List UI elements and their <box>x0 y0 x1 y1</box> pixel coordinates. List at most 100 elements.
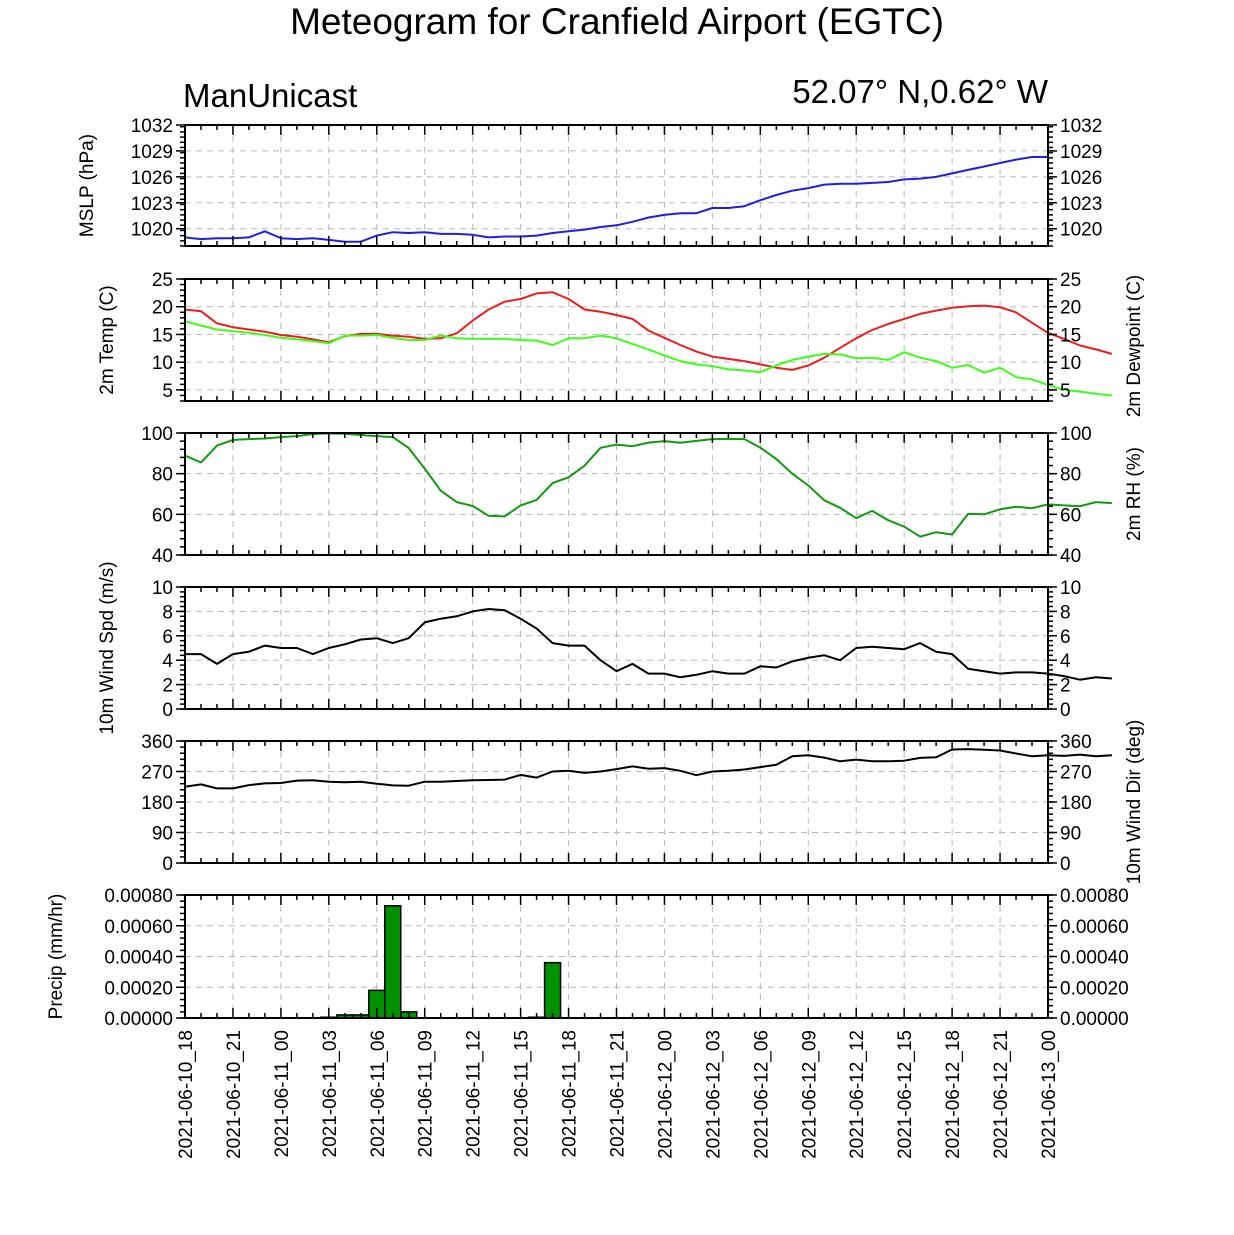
y-tick-label-left: 90 <box>152 824 173 845</box>
y-tick-label-left: 0.00080 <box>104 886 173 907</box>
y-tick-label-right: 10 <box>1060 578 1081 599</box>
y-tick-label-left: 2 <box>162 676 173 697</box>
series-line-2-0 <box>184 432 1112 538</box>
x-tick-label: 2021-06-12_03 <box>703 1030 724 1159</box>
x-tick-label: 2021-06-11_15 <box>512 1030 533 1157</box>
chart-panel-2: 40 40 60 60 80 80 100 100 2m RH (%) <box>141 424 1145 567</box>
y-axis-label: 10m Wind Spd (m/s) <box>97 561 118 734</box>
y-tick-label-left: 0.00020 <box>104 978 173 999</box>
y-tick-label-left: 0.00000 <box>104 1009 173 1030</box>
x-tick-label: 2021-06-12_06 <box>751 1030 772 1159</box>
y-tick-label-left: 60 <box>152 505 173 526</box>
x-tick-label: 2021-06-11_06 <box>368 1030 389 1157</box>
y-tick-label-left: 1023 <box>131 194 173 215</box>
y-tick-label-right: 40 <box>1060 546 1081 567</box>
y-tick-label-right: 0 <box>1060 854 1071 875</box>
series-line-1-1 <box>184 320 1113 397</box>
precip-bar-4 <box>384 905 402 1019</box>
y-axis-label-right: 10m Wind Dir (deg) <box>1124 720 1145 885</box>
y-tick-label-right: 4 <box>1060 651 1071 672</box>
y-tick-label-right: 15 <box>1060 325 1081 346</box>
y-tick-label-right: 80 <box>1060 465 1081 486</box>
y-tick-label-left: 0.00040 <box>104 948 173 969</box>
y-tick-label-left: 0 <box>162 700 173 721</box>
y-tick-label-right: 10 <box>1060 353 1081 374</box>
x-tick-label: 2021-06-11_12 <box>464 1030 485 1157</box>
y-tick-label-right: 2 <box>1060 676 1071 697</box>
x-tick-label: 2021-06-12_21 <box>991 1030 1012 1159</box>
y-tick-label-right: 0 <box>1060 700 1071 721</box>
y-tick-label-right: 6 <box>1060 627 1071 648</box>
x-tick-label: 2021-06-11_21 <box>608 1030 629 1157</box>
y-tick-label-right: 180 <box>1060 793 1092 814</box>
y-tick-label-right: 100 <box>1060 424 1092 445</box>
y-tick-label-left: 15 <box>152 325 173 346</box>
y-tick-label-right: 5 <box>1060 381 1071 402</box>
y-tick-label-right: 90 <box>1060 824 1081 845</box>
x-tick-label: 2021-06-12_00 <box>655 1030 676 1159</box>
y-tick-label-left: 5 <box>162 381 173 402</box>
y-tick-label-right: 1029 <box>1060 142 1102 163</box>
x-tick-label: 2021-06-11_03 <box>320 1030 341 1157</box>
x-tick-label: 2021-06-10_21 <box>224 1030 245 1159</box>
y-tick-label-left: 180 <box>141 793 173 814</box>
y-tick-label-left: 80 <box>152 465 173 486</box>
precip-bar-7 <box>543 961 562 1019</box>
x-tick-label: 2021-06-11_18 <box>560 1030 581 1157</box>
series-line-1-0 <box>184 291 1113 371</box>
y-tick-label-right: 0.00080 <box>1060 886 1129 907</box>
y-tick-label-left: 10 <box>152 353 173 374</box>
y-axis-label: 2m Temp (C) <box>97 285 118 394</box>
y-tick-label-left: 360 <box>141 732 173 753</box>
chart-panel-0: 1020 1020 1023 1023 1026 1026 1029 1029 1032 1032… <box>77 116 1102 247</box>
y-tick-label-left: 1029 <box>131 142 173 163</box>
y-tick-label-left: 25 <box>152 270 173 291</box>
series-line-3-0 <box>185 608 1112 681</box>
y-axis-label: MSLP (hPa) <box>77 134 98 237</box>
x-axis-tick-labels: 2021-06-10_18 2021-06-10_21 2021-06-11_00 2… <box>176 1030 1060 1159</box>
y-tick-label-right: 0.00040 <box>1060 948 1129 969</box>
y-tick-label-left: 270 <box>141 763 173 784</box>
x-tick-label: 2021-06-12_12 <box>847 1030 868 1159</box>
y-axis-label-right: 2m RH (%) <box>1124 447 1145 541</box>
x-tick-label: 2021-06-12_15 <box>895 1030 916 1159</box>
y-tick-label-right: 1020 <box>1060 220 1102 241</box>
chart-panel-5: 0.00000 0.00000 0.00020 0.00020 0.00040 0.000… <box>46 886 1129 1030</box>
x-tick-label: 2021-06-10_18 <box>176 1030 197 1159</box>
x-tick-label: 2021-06-11_00 <box>272 1030 293 1157</box>
y-tick-label-left: 100 <box>141 424 173 445</box>
y-tick-label-right: 360 <box>1060 732 1092 753</box>
y-tick-label-left: 6 <box>162 627 173 648</box>
y-tick-label-right: 20 <box>1060 298 1081 319</box>
y-tick-label-left: 1026 <box>131 168 173 189</box>
y-tick-label-left: 10 <box>152 578 173 599</box>
y-tick-label-right: 0.00060 <box>1060 917 1129 938</box>
y-axis-label-right: 2m Dewpoint (C) <box>1124 275 1145 418</box>
y-tick-label-right: 0.00020 <box>1060 978 1129 999</box>
y-tick-label-left: 8 <box>162 602 173 623</box>
y-tick-label-right: 25 <box>1060 270 1081 291</box>
y-tick-label-left: 0 <box>162 854 173 875</box>
x-tick-label: 2021-06-13_00 <box>1039 1030 1060 1159</box>
chart-panel-1: 5 5 10 10 15 15 20 20 25 25 2m Temp (C) 2m Dewpoint… <box>97 270 1145 417</box>
chart-panel-4: 0 0 90 90 180 180 270 270 360 360 10m Wind Dir (de… <box>141 720 1145 885</box>
y-tick-label-left: 20 <box>152 298 173 319</box>
x-tick-label: 2021-06-12_09 <box>799 1030 820 1159</box>
y-tick-label-left: 1032 <box>131 116 173 137</box>
y-tick-label-right: 270 <box>1060 763 1092 784</box>
y-tick-label-right: 1023 <box>1060 194 1102 215</box>
y-tick-label-right: 60 <box>1060 505 1081 526</box>
chart-panel-3: 0 0 2 2 4 4 6 6 8 8 10 10 10m Wind Spd (m/s) <box>97 561 1112 735</box>
model-label: ManUnicast <box>183 77 357 114</box>
y-tick-label-left: 0.00060 <box>104 917 173 938</box>
y-tick-label-right: 0.00000 <box>1060 1009 1129 1030</box>
y-tick-label-left: 1020 <box>131 220 173 241</box>
figure-title: Meteogram for Cranfield Airport (EGTC) <box>290 1 944 42</box>
x-tick-label: 2021-06-11_09 <box>416 1030 437 1157</box>
y-axis-label: Precip (mm/hr) <box>46 894 67 1020</box>
location-label: 52.07° N,0.62° W <box>792 73 1049 110</box>
x-tick-label: 2021-06-12_18 <box>943 1030 964 1159</box>
